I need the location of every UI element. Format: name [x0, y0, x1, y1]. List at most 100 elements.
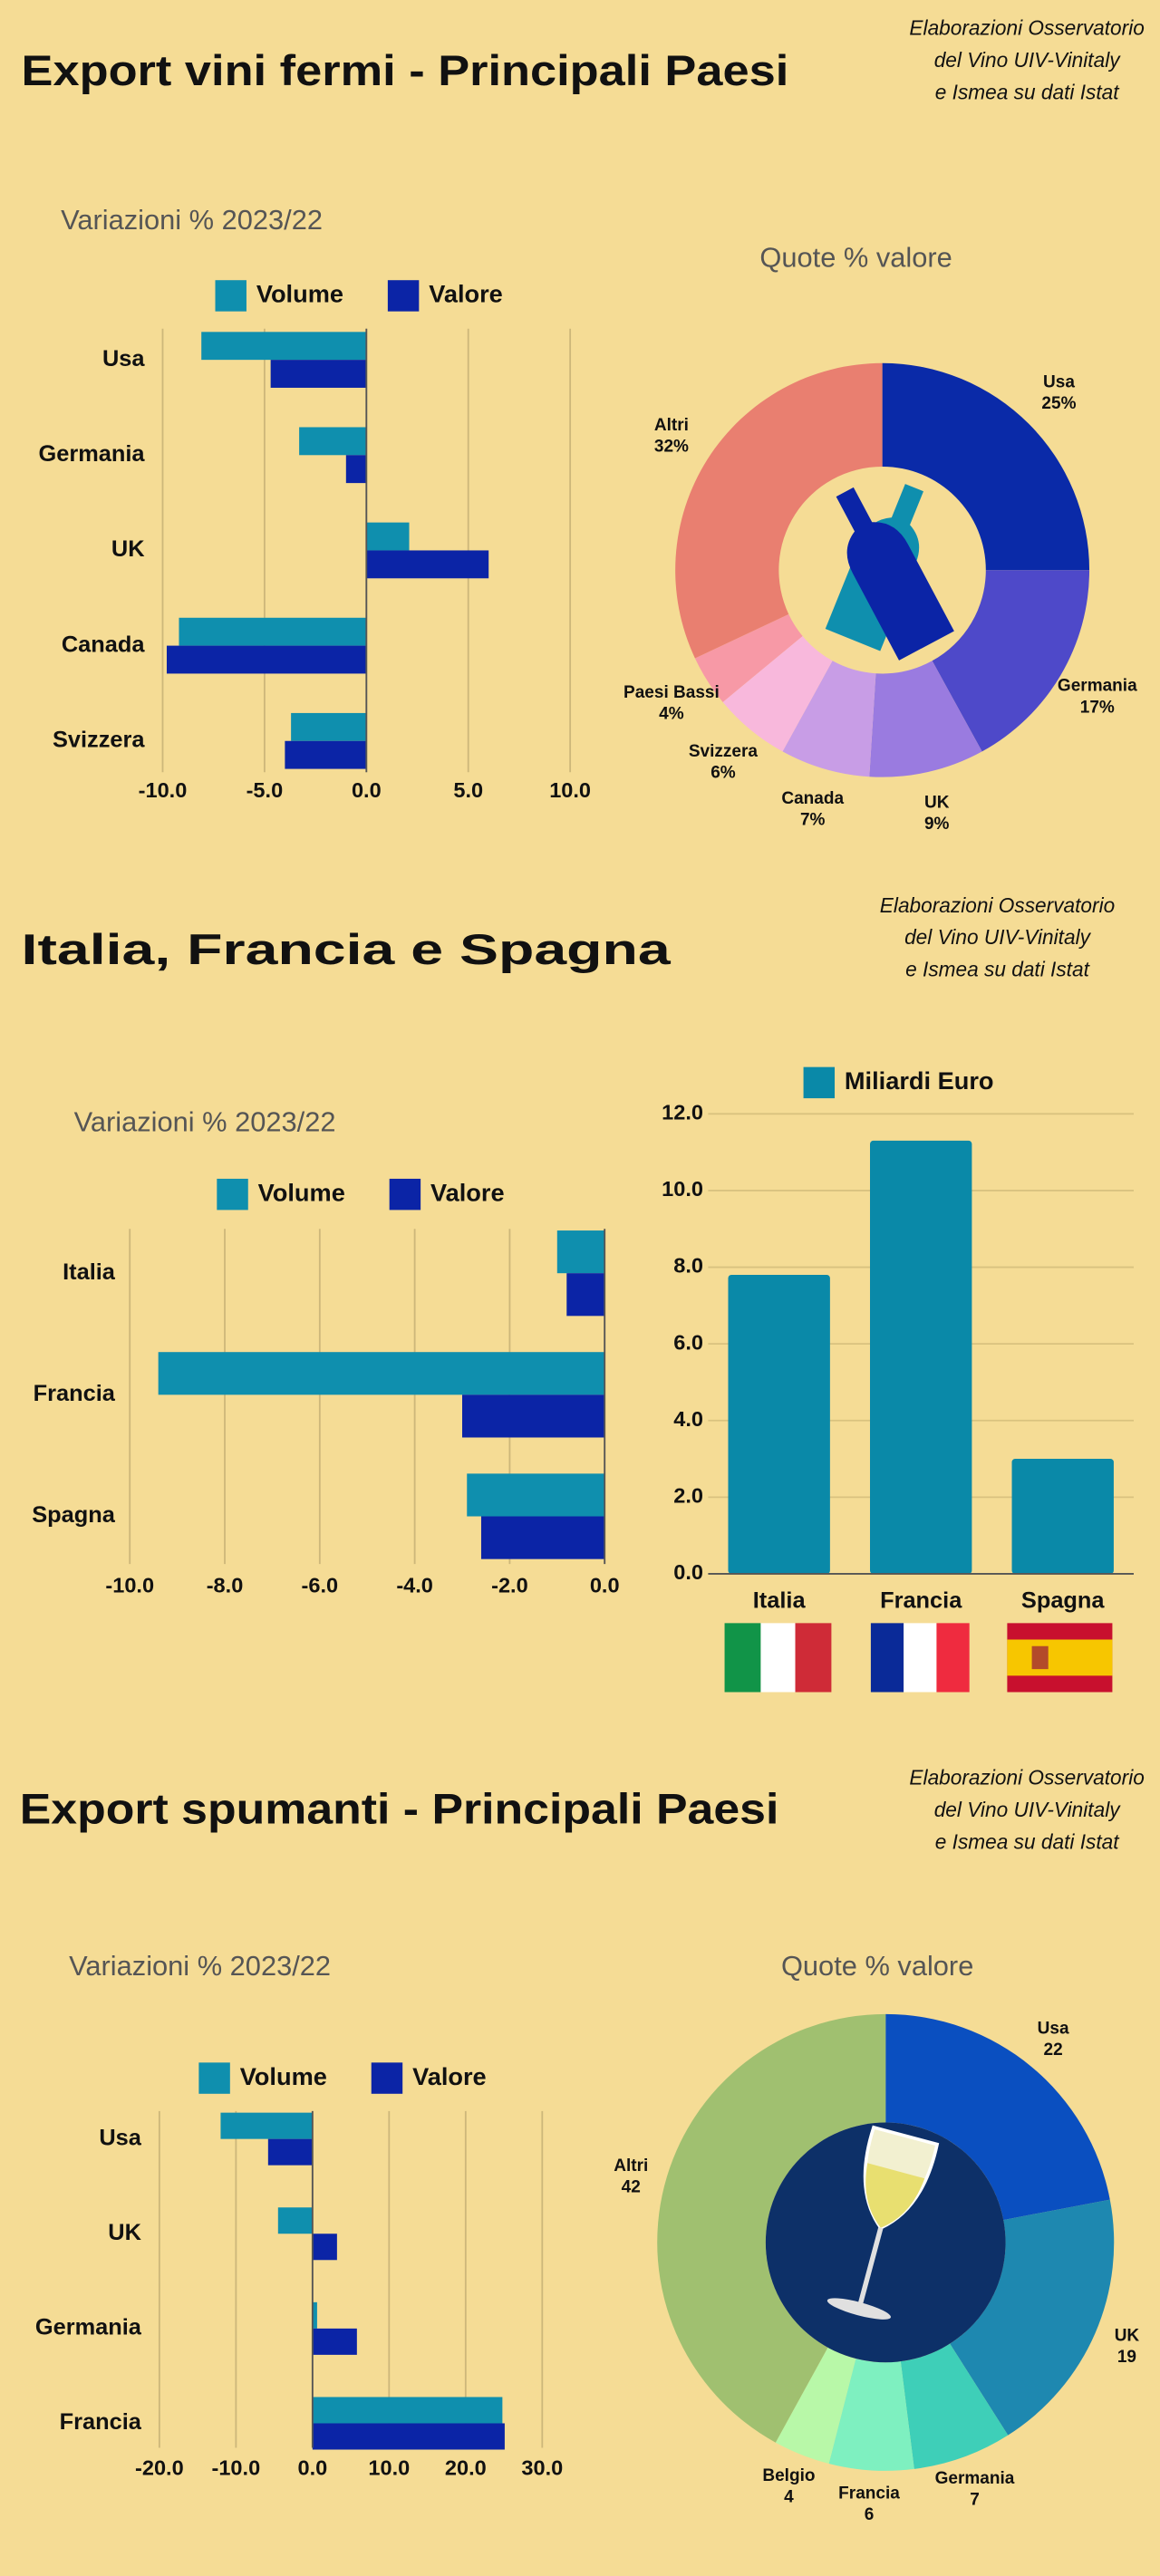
slice-label: Canada — [781, 789, 844, 808]
chart-title: Quote % valore — [781, 1950, 973, 1982]
slice-label: Usa — [1043, 373, 1075, 392]
slice-value: 32% — [654, 437, 689, 456]
chart-title: Quote % valore — [759, 242, 952, 274]
slice-value: 42 — [622, 2178, 641, 2197]
slice-label: Germania — [1058, 677, 1137, 696]
slice-label: Belgio — [762, 2466, 815, 2485]
x-tick-label: 20.0 — [445, 2455, 487, 2479]
bar — [277, 2207, 313, 2234]
bar — [312, 2301, 317, 2329]
bar — [1011, 1459, 1114, 1574]
x-tick-label: -10.0 — [105, 1574, 154, 1597]
source-note: del Vino UIV-Vinitaly — [934, 48, 1122, 72]
legend-swatch — [215, 280, 246, 312]
slice-label: UK — [924, 793, 950, 812]
category-label: Canada — [62, 632, 146, 657]
category-label: Germania — [35, 2315, 142, 2340]
x-tick-label: -10.0 — [212, 2455, 261, 2479]
category-label: UK — [108, 2220, 141, 2245]
source-note: e Ismea su dati Istat — [905, 958, 1090, 981]
bar — [220, 2112, 313, 2139]
slice-value: 7% — [800, 811, 826, 830]
slice-label: Usa — [1038, 2020, 1069, 2039]
category-label: Usa — [99, 2125, 141, 2150]
bar — [870, 1140, 972, 1574]
legend-label: Miliardi Euro — [845, 1066, 994, 1095]
section-title: Italia, Francia e Spagna — [22, 925, 672, 973]
legend-swatch — [371, 2062, 403, 2094]
category-label: UK — [111, 536, 145, 562]
slice-value: 17% — [1080, 698, 1115, 717]
donut-slice — [932, 570, 1090, 752]
legend-label: Volume — [240, 2062, 327, 2090]
slice-label: UK — [1115, 2326, 1140, 2345]
bar — [158, 1352, 605, 1395]
category-label: Spagna — [32, 1502, 116, 1528]
x-tick-label: -10.0 — [139, 778, 188, 802]
legend-label: Valore — [429, 280, 503, 308]
bar — [728, 1274, 830, 1574]
y-tick-label: 10.0 — [662, 1177, 703, 1201]
source-note: e Ismea su dati Istat — [935, 1829, 1120, 1853]
bar — [201, 332, 367, 361]
bar — [366, 550, 489, 579]
bar — [462, 1394, 605, 1438]
source-note: Elaborazioni Osservatorio — [880, 893, 1115, 917]
chart-subtitle: Variazioni % 2023/22 — [61, 204, 323, 236]
legend-label: Volume — [258, 1178, 345, 1206]
category-label: Usa — [102, 346, 145, 371]
x-tick-label: -2.0 — [491, 1574, 528, 1597]
bar — [291, 712, 367, 741]
donut-slice — [869, 661, 982, 777]
legend-swatch — [389, 1178, 421, 1211]
slice-label: Germania — [935, 2469, 1015, 2488]
category-label: Germania — [38, 441, 145, 467]
category-label: Italia — [63, 1259, 116, 1285]
x-tick-label: 10.0 — [368, 2455, 410, 2479]
source-note: Elaborazioni Osservatorio — [909, 1766, 1144, 1790]
glass-icon — [765, 2122, 1006, 2363]
donut-slice — [657, 2013, 886, 2443]
x-tick-label: 0.0 — [352, 778, 382, 802]
bar — [480, 1516, 605, 1559]
donut-slice — [882, 362, 1090, 571]
slice-label: Svizzera — [689, 742, 759, 761]
category-label: Francia — [34, 1381, 116, 1406]
legend-swatch — [803, 1066, 836, 1099]
bar — [166, 645, 367, 674]
legend-label: Valore — [430, 1178, 505, 1206]
category-label: Italia — [753, 1587, 807, 1613]
x-tick-label: 0.0 — [590, 1574, 620, 1597]
section-title: Export spumanti - Principali Paesi — [20, 1784, 779, 1832]
bar — [366, 522, 410, 551]
slice-label: Altri — [614, 2156, 648, 2176]
y-tick-label: 6.0 — [673, 1330, 703, 1354]
x-tick-label: -6.0 — [302, 1574, 339, 1597]
category-label: Svizzera — [53, 727, 145, 752]
slice-value: 4% — [659, 705, 684, 724]
donut-slice — [722, 636, 833, 752]
y-tick-label: 4.0 — [673, 1407, 703, 1431]
legend-swatch — [387, 280, 420, 312]
x-tick-label: -5.0 — [246, 778, 284, 802]
category-label: Spagna — [1021, 1587, 1106, 1613]
legend-label: Valore — [412, 2062, 487, 2090]
category-label: Francia — [880, 1587, 962, 1613]
slice-value: 6 — [865, 2505, 875, 2524]
x-tick-label: 10.0 — [549, 778, 591, 802]
bar — [312, 2423, 505, 2450]
x-tick-label: 0.0 — [297, 2455, 327, 2479]
slice-label: Francia — [838, 2484, 900, 2504]
x-tick-label: 5.0 — [453, 778, 483, 802]
slice-label: Altri — [654, 416, 689, 435]
donut-slice — [775, 2347, 856, 2464]
category-label: Francia — [60, 2409, 142, 2435]
bottles-icon — [825, 484, 954, 661]
bar — [285, 740, 367, 769]
bar — [312, 2233, 337, 2261]
bar — [556, 1230, 605, 1274]
flag-spagna — [1007, 1623, 1113, 1693]
donut-slice — [950, 2199, 1115, 2436]
y-tick-label: 8.0 — [673, 1254, 703, 1278]
